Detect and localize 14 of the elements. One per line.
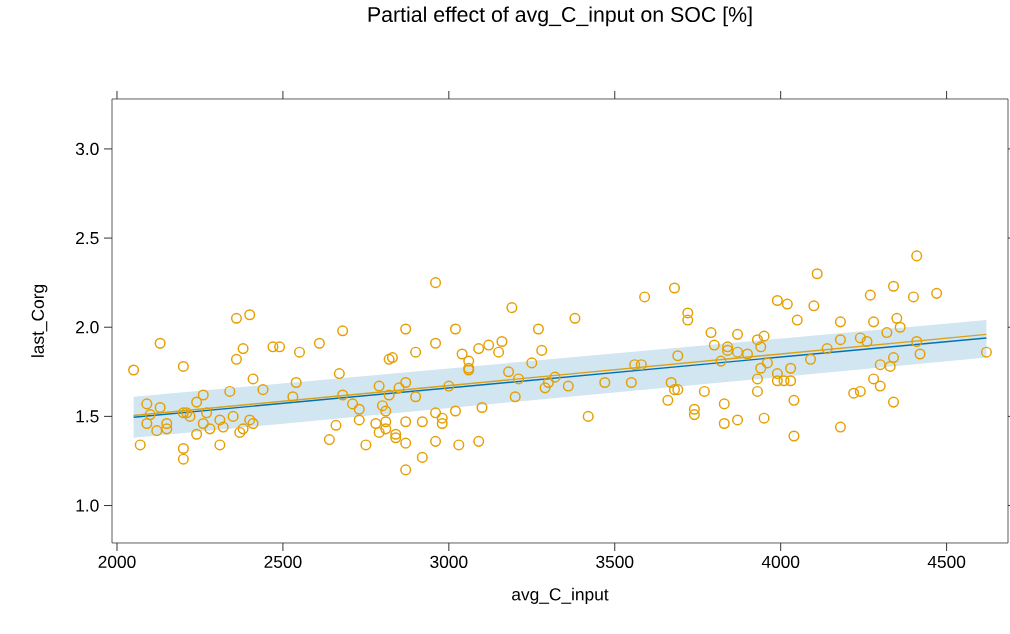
y-tick-label: 1.0 [76, 499, 99, 512]
x-tick-label: 3500 [596, 555, 634, 568]
x-tick-label: 3000 [430, 555, 468, 568]
chart-title: Partial effect of avg_C_input on SOC [%] [368, 6, 752, 27]
x-tick-label: 2500 [264, 555, 302, 568]
y-tick-label: 1.5 [76, 410, 99, 423]
x-tick-label: 4000 [761, 555, 800, 568]
y-axis-title: last_Corg [31, 285, 48, 357]
y-tick-label: 2.0 [76, 321, 99, 334]
x-tick-label: 2000 [98, 555, 136, 568]
y-tick-label: 2.5 [76, 231, 99, 245]
y-tick-label: 3.0 [75, 142, 99, 156]
x-axis-title: avg_C_input [512, 587, 609, 604]
x-tick-label: 4500 [927, 555, 966, 568]
